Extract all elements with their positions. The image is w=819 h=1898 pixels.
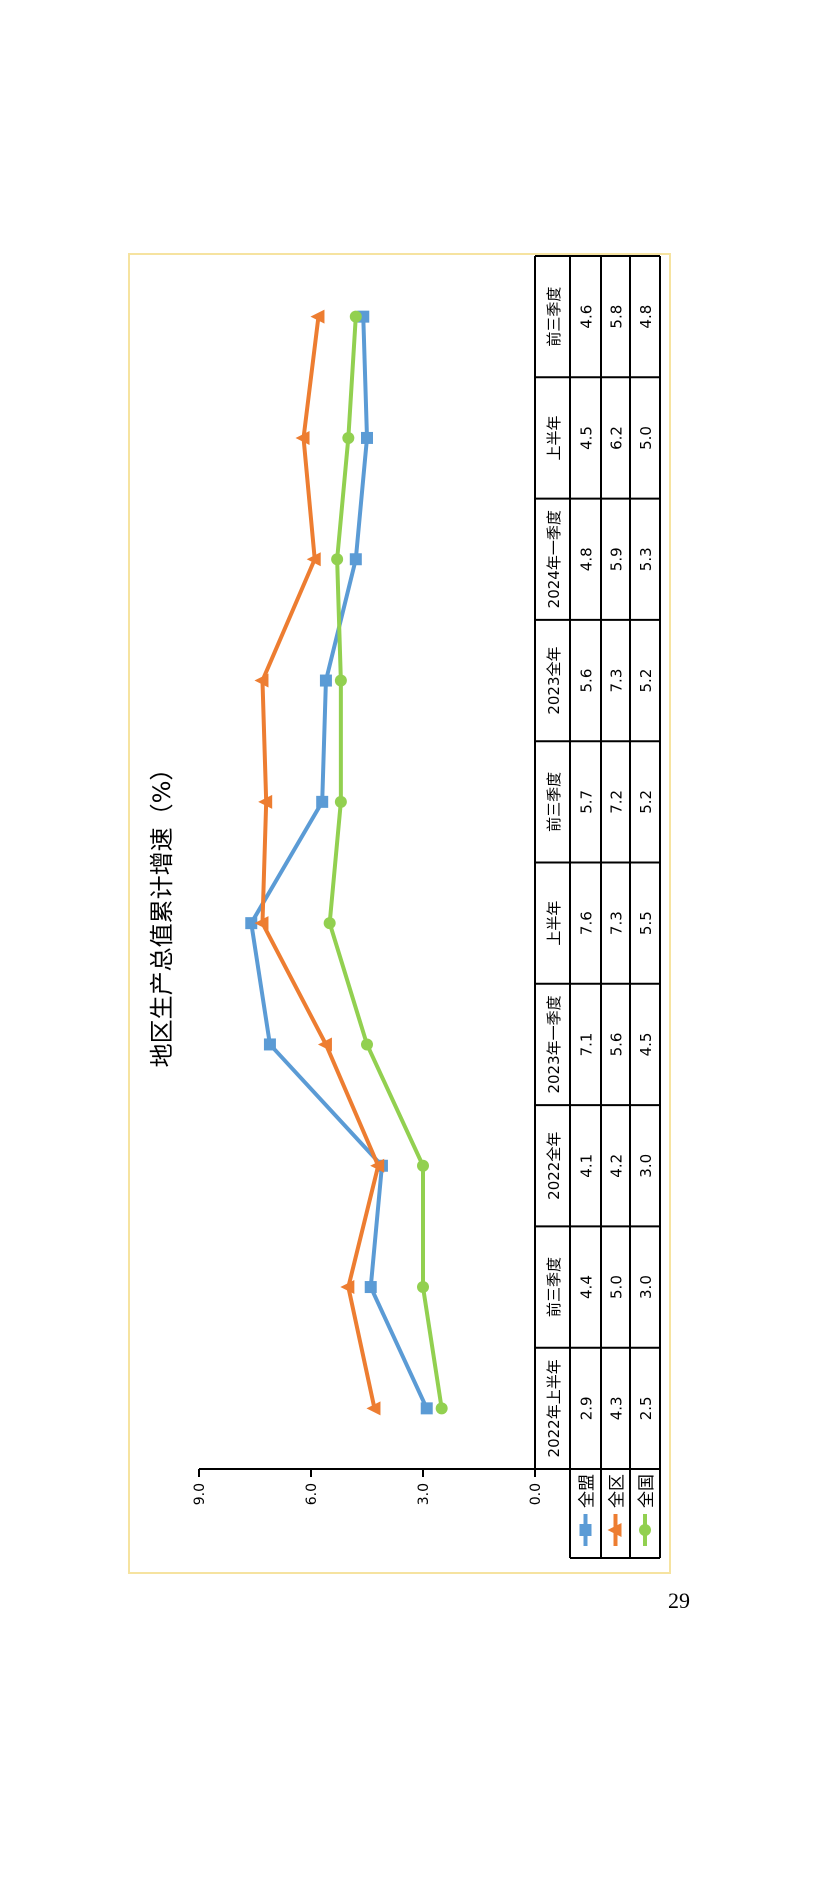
data-table-cell: 4.8 [637, 305, 655, 329]
data-point-green [349, 310, 362, 323]
data-table-cell: 4.5 [637, 1033, 655, 1057]
category-label: 2022全年 [545, 1132, 563, 1200]
axis-tick-label: 3.0 [416, 1483, 432, 1505]
data-table-cell: 5.6 [608, 1033, 626, 1057]
data-table-cell: 5.2 [637, 669, 655, 693]
data-table-cell: 4.8 [578, 547, 596, 571]
category-label: 上半年 [545, 901, 563, 946]
data-table-cell: 2.9 [578, 1396, 596, 1420]
data-point-orange [317, 1037, 332, 1052]
data-table-cell: 4.3 [608, 1396, 626, 1420]
category-label: 上半年 [545, 415, 563, 460]
data-table-cell: 5.9 [608, 547, 626, 571]
legend-marker-orange [607, 1523, 622, 1537]
axis-tick-label: 6.0 [304, 1483, 320, 1505]
data-table-cell: 5.7 [578, 790, 596, 814]
category-label: 2024年一季度 [545, 510, 563, 608]
data-point-green [323, 917, 336, 930]
category-label: 2022年上半年 [545, 1359, 563, 1457]
category-label: 2023全年 [545, 646, 563, 714]
legend-marker-green [639, 1524, 651, 1536]
data-table-cell: 7.3 [608, 911, 626, 935]
data-table-cell: 3.0 [637, 1275, 655, 1299]
chart-title: 地区生产总值累计增速（%） [148, 757, 176, 1068]
page-number: 29 [668, 1588, 690, 1613]
data-point-green [417, 1281, 429, 1294]
axis-tick-label: 9.0 [192, 1483, 208, 1505]
data-table-cell: 5.8 [608, 305, 626, 329]
data-point-orange [306, 552, 321, 567]
data-point-blue [361, 431, 373, 444]
data-point-orange [254, 673, 269, 688]
data-point-blue [263, 1038, 276, 1051]
data-table-cell: 4.4 [578, 1275, 596, 1299]
legend-label: 全区 [608, 1474, 628, 1508]
data-point-blue [319, 674, 332, 687]
data-point-green [334, 674, 347, 687]
data-table-cell: 5.0 [608, 1275, 626, 1299]
series-line-orange [260, 316, 381, 1409]
data-point-green [342, 431, 355, 444]
data-point-green [334, 795, 347, 808]
legend-label: 全国 [637, 1474, 657, 1508]
category-label: 2023年一季度 [545, 995, 563, 1093]
legend-label: 全盟 [578, 1474, 598, 1508]
category-label: 前三季度 [545, 287, 563, 347]
axis-tick-label: 0.0 [528, 1483, 544, 1505]
data-point-blue [316, 795, 329, 808]
data-table-cell: 7.1 [578, 1033, 596, 1057]
data-point-green [331, 553, 344, 566]
data-table-cell: 7.2 [608, 790, 626, 814]
data-table-cell: 7.6 [578, 911, 596, 935]
series-line-blue [249, 316, 429, 1410]
data-table-cell: 4.6 [578, 305, 596, 329]
data-table-cell: 5.0 [637, 426, 655, 450]
data-table-cell: 5.3 [637, 547, 655, 571]
data-table-cell: 7.3 [608, 669, 626, 693]
data-point-green [435, 1402, 448, 1415]
data-table-cell: 5.6 [578, 669, 596, 693]
data-point-orange [370, 1158, 385, 1173]
data-point-orange [295, 430, 310, 445]
data-point-blue [420, 1402, 433, 1415]
legend-marker-blue [579, 1524, 592, 1536]
series-line-green [327, 316, 444, 1409]
data-table-cell: 5.2 [637, 790, 655, 814]
category-label: 前三季度 [545, 1257, 563, 1317]
data-table-cell: 4.1 [578, 1154, 596, 1178]
data-point-orange [310, 309, 325, 324]
line-chart: 地区生产总值累计增速（%） 0.0 3.0 6.0 9.0 2022年上半年 前三季度 202… [148, 255, 661, 1559]
chart-frame: 地区生产总值累计增速（%） 0.0 3.0 6.0 9.0 2022年上半年 前三季度 202… [128, 253, 671, 1574]
data-point-blue [245, 917, 258, 930]
data-table-cell: 6.2 [608, 426, 626, 450]
data-point-blue [349, 553, 362, 566]
data-table-cell: 4.2 [608, 1154, 626, 1178]
data-point-orange [366, 1401, 381, 1416]
category-label: 前三季度 [545, 772, 563, 832]
data-point-blue [364, 1281, 377, 1294]
data-point-green [417, 1159, 429, 1172]
data-table-cell: 3.0 [637, 1154, 655, 1178]
data-point-green [361, 1038, 373, 1051]
data-table-cell: 2.5 [637, 1396, 655, 1420]
data-point-orange [254, 916, 269, 931]
data-point-orange [258, 794, 273, 809]
data-table-cell: 5.5 [637, 911, 655, 935]
data-table-cell: 4.5 [578, 426, 596, 450]
data-point-orange [340, 1280, 355, 1295]
